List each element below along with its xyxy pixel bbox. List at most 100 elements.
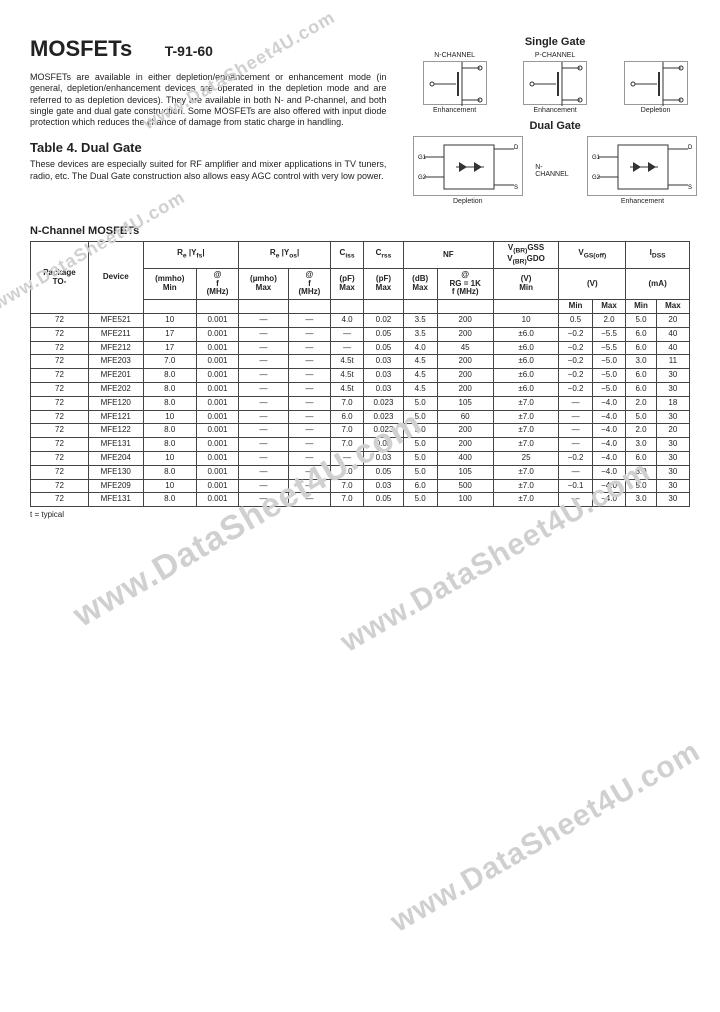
- table-row: 72MFE2018.00.001——4.5t0.034.5200±6.0−0.2…: [31, 369, 690, 383]
- page-title: MOSFETs: [30, 36, 132, 62]
- table-cell: 4.0: [403, 341, 437, 355]
- table-cell: −5.0: [592, 369, 625, 383]
- table-cell: —: [288, 369, 330, 383]
- table-cell: —: [239, 410, 289, 424]
- table-cell: 2.0: [626, 424, 657, 438]
- table-cell: 30: [656, 383, 689, 397]
- table-cell: 17: [143, 341, 196, 355]
- table-cell: 0.05: [364, 341, 404, 355]
- svg-text:G1: G1: [418, 155, 427, 161]
- table-cell: 7.0: [331, 465, 364, 479]
- table-cell: 0.03: [364, 383, 404, 397]
- table-cell: ±7.0: [493, 396, 559, 410]
- table-cell: ±7.0: [493, 479, 559, 493]
- table-cell: 0.001: [196, 410, 238, 424]
- table-cell: 0.001: [196, 452, 238, 466]
- table-cell: MFE131: [88, 493, 143, 507]
- intro-paragraph: MOSFETs are available in either depletio…: [30, 72, 386, 128]
- table-cell: —: [288, 396, 330, 410]
- table-cell: 5.0: [403, 424, 437, 438]
- table-cell: 8.0: [143, 493, 196, 507]
- table-cell: —: [288, 341, 330, 355]
- table-cell: 6.0: [626, 327, 657, 341]
- table-cell: 45: [437, 341, 493, 355]
- table-cell: 72: [31, 410, 89, 424]
- table-cell: 8.0: [143, 438, 196, 452]
- table-cell: 5.0: [403, 452, 437, 466]
- table-cell: —: [239, 452, 289, 466]
- table-cell: 25: [493, 452, 559, 466]
- dual-gate-title: Dual Gate: [404, 120, 705, 132]
- table-cell: 30: [656, 438, 689, 452]
- table-cell: —: [559, 493, 592, 507]
- table-cell: −5.0: [592, 383, 625, 397]
- table-cell: —: [331, 341, 364, 355]
- table-cell: —: [288, 383, 330, 397]
- mosfet-table: PackageTO- Device Re |Yfs| Re |Yos| Ciss…: [30, 241, 690, 507]
- table-cell: —: [559, 410, 592, 424]
- table-cell: 0.023: [364, 424, 404, 438]
- table-cell: 10: [143, 479, 196, 493]
- table-cell: 0.05: [364, 438, 404, 452]
- table-cell: —: [559, 424, 592, 438]
- table-cell: −0.2: [559, 383, 592, 397]
- table-cell: 3.0: [626, 438, 657, 452]
- table-row: 72MFE204100.001———0.035.040025−0.2−4.06.…: [31, 452, 690, 466]
- table-cell: 40: [656, 327, 689, 341]
- table-cell: MFE130: [88, 465, 143, 479]
- table-cell: —: [239, 479, 289, 493]
- table-cell: —: [239, 465, 289, 479]
- table-cell: −0.2: [559, 327, 592, 341]
- table-cell: 3.0: [626, 493, 657, 507]
- table-cell: MFE121: [88, 410, 143, 424]
- watermark: www.DataSheet4U.com: [385, 734, 706, 939]
- table-cell: −0.2: [559, 341, 592, 355]
- table-cell: 2.0: [626, 396, 657, 410]
- table-cell: 5.0: [626, 410, 657, 424]
- diagram-cell: P-CHANNEL Enhancement: [515, 52, 595, 114]
- single-gate-diagrams: N-CHANNEL EnhancementP-CHANNEL: [404, 52, 705, 114]
- table-cell: 10: [143, 452, 196, 466]
- table-cell: 8.0: [143, 465, 196, 479]
- table-cell: ±7.0: [493, 493, 559, 507]
- table-cell: —: [239, 341, 289, 355]
- table-row: 72MFE209100.001——7.00.036.0500±7.0−0.1−4…: [31, 479, 690, 493]
- table-cell: 0.001: [196, 424, 238, 438]
- table-cell: 72: [31, 341, 89, 355]
- table-cell: MFE120: [88, 396, 143, 410]
- table-cell: ±7.0: [493, 410, 559, 424]
- svg-text:D: D: [514, 145, 519, 151]
- table-cell: 5.0: [403, 410, 437, 424]
- table-row: 72MFE212170.001———0.054.045±6.0−0.2−5.56…: [31, 341, 690, 355]
- table-row: 72MFE1228.00.001——7.00.0235.0200±7.0—−4.…: [31, 424, 690, 438]
- diagram-cell: G1 G2 D S Enhancement: [579, 136, 706, 205]
- table-cell: −4.0: [592, 452, 625, 466]
- table-cell: MFE122: [88, 424, 143, 438]
- table-cell: 0.001: [196, 355, 238, 369]
- table-cell: —: [331, 327, 364, 341]
- table-cell: 30: [656, 369, 689, 383]
- table-cell: —: [239, 314, 289, 328]
- table-cell: 0.03: [364, 355, 404, 369]
- table-cell: 30: [656, 465, 689, 479]
- table-cell: 105: [437, 465, 493, 479]
- table-cell: 11: [656, 355, 689, 369]
- table-cell: 6.0: [403, 479, 437, 493]
- table-row: 72MFE1308.00.001——7.00.055.0105±7.0—−4.0…: [31, 465, 690, 479]
- table-cell: 200: [437, 383, 493, 397]
- table-cell: −5.5: [592, 341, 625, 355]
- table-cell: —: [239, 396, 289, 410]
- table-cell: —: [288, 465, 330, 479]
- table-cell: MFE521: [88, 314, 143, 328]
- table-cell: 3.0: [626, 355, 657, 369]
- table-cell: 8.0: [143, 383, 196, 397]
- table-cell: 6.0: [626, 452, 657, 466]
- table-cell: —: [559, 396, 592, 410]
- table-cell: −4.0: [592, 424, 625, 438]
- diagram-cell: N-CHANNEL Enhancement: [415, 52, 495, 114]
- table-cell: ±6.0: [493, 327, 559, 341]
- table-cell: −4.0: [592, 465, 625, 479]
- table-footnote: t = typical: [30, 510, 690, 519]
- table-cell: 0.03: [364, 452, 404, 466]
- table-cell: 72: [31, 438, 89, 452]
